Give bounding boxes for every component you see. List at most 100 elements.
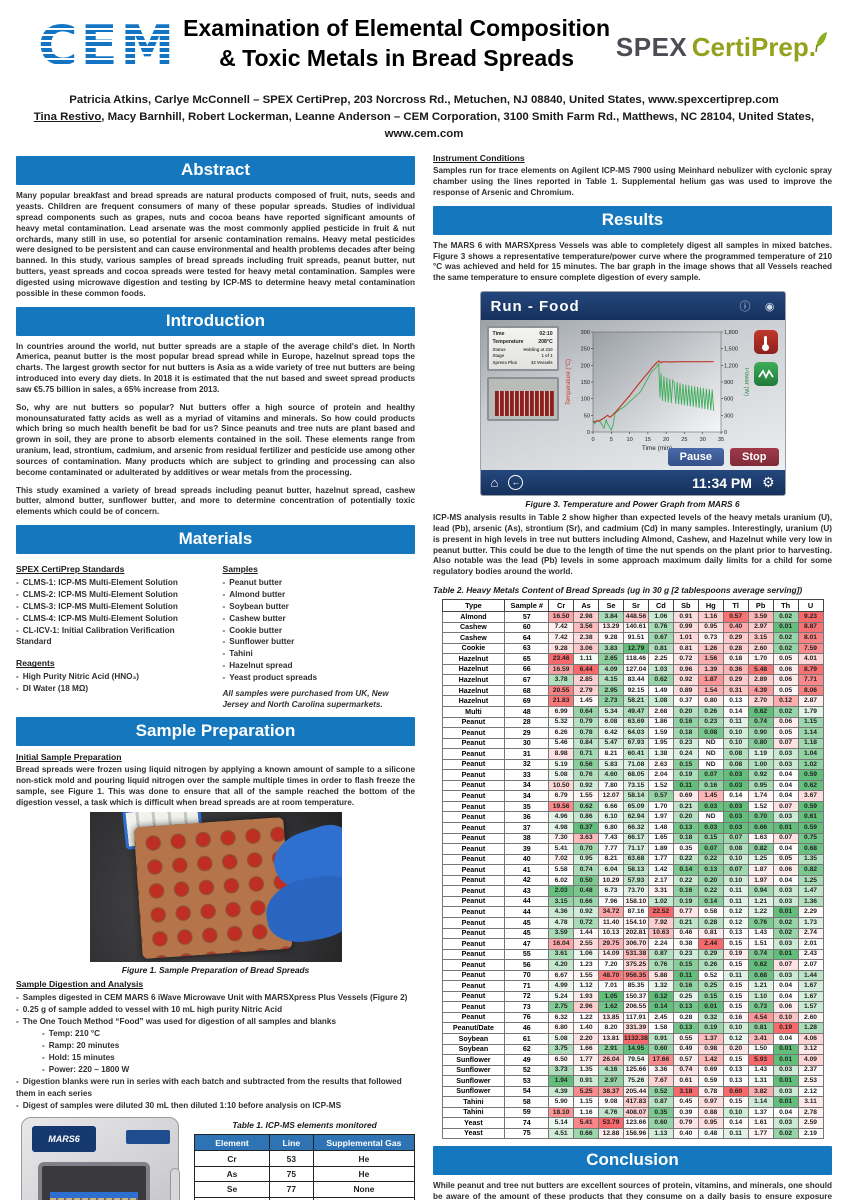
table2-value-cell: 4.99 xyxy=(548,980,575,992)
table2-value-cell: 0.04 xyxy=(772,769,799,781)
table2-row: Peanut 56 4.20 1.23 7.20 375.25 0.76 0.15 0.26 0.… xyxy=(441,959,824,971)
table2-value-cell: 4.36 xyxy=(548,906,575,918)
samples-item: Sunflower butter xyxy=(223,636,416,648)
table2-value-cell: 0.01 xyxy=(772,1075,799,1087)
table2-value-cell: 0.48 xyxy=(573,885,600,897)
wave-icon xyxy=(757,369,774,380)
table2-value-cell: 13.29 xyxy=(598,621,624,634)
table2-value-cell: 0.14 xyxy=(697,895,724,908)
table2-value-cell: 0.11 xyxy=(722,895,749,908)
materials-grid: SPEX CertiPrep Standards CLMS-1: ICP-MS … xyxy=(16,560,415,710)
table2-value-cell: 0.07 xyxy=(697,769,724,781)
authors-line-2-rest: , Macy Barnhill, Robert Lockerman, Leann… xyxy=(101,111,815,141)
table2-value-cell: 0.71 xyxy=(573,748,600,760)
table2-value-cell: 0.28 xyxy=(697,916,724,929)
table2-value-cell: 0.13 xyxy=(672,1022,699,1034)
table2-value-cell: 92.15 xyxy=(622,684,649,697)
table2-value-cell: 9.28 xyxy=(548,642,575,655)
table2-value-cell: 0.52 xyxy=(647,1085,674,1098)
table2-value-cell: 66.32 xyxy=(622,822,649,834)
table2-value-cell: 448.56 xyxy=(622,611,649,623)
table2-sample-cell: 67 xyxy=(504,674,550,686)
table2-value-cell: 0.97 xyxy=(697,1096,724,1108)
table2-row: Hazelnut 67 3.78 2.85 4.15 83.44 0.62 0.92 1.87 0… xyxy=(441,674,824,686)
thermometer-icon xyxy=(762,336,770,352)
table2-value-cell: 12.07 xyxy=(598,790,624,802)
table2-value-cell: 7.42 xyxy=(548,621,575,634)
table2-value-cell: 2.44 xyxy=(697,938,724,950)
table2-value-cell: 75.26 xyxy=(622,1075,649,1087)
table2-value-cell: 5.08 xyxy=(548,769,575,781)
svg-text:1,500: 1,500 xyxy=(724,347,738,353)
table2-value-cell: 0.11 xyxy=(722,716,749,729)
table2-value-cell: 2.43 xyxy=(797,948,824,961)
section-header-abstract: Abstract xyxy=(16,156,415,186)
figure1-photo xyxy=(89,812,342,963)
table2-value-cell: 0.84 xyxy=(573,737,600,750)
table2-sample-cell: 40 xyxy=(504,853,550,866)
table2-sample-cell: 31 xyxy=(504,748,550,760)
table2-value-cell: 0.29 xyxy=(722,674,749,686)
table2-value-cell: 2.68 xyxy=(647,706,674,718)
table2-value-cell: 0.22 xyxy=(672,874,699,887)
reagents-item: DI Water (18 MΩ) xyxy=(16,683,209,695)
table2-type-cell: Peanut xyxy=(441,885,506,897)
table1-cell: 77 xyxy=(268,1181,314,1198)
table2-value-cell: 5.46 xyxy=(548,737,575,750)
table2-value-cell: 0.79 xyxy=(573,716,600,729)
table2-value-cell: 68.05 xyxy=(622,769,649,781)
digestion-item: Samples digested in CEM MARS 6 iWave Mic… xyxy=(16,992,415,1004)
status-row: Temperature 208°C xyxy=(492,338,553,345)
table2-value-cell: 1.25 xyxy=(797,874,824,887)
table2-value-cell: 4.98 xyxy=(548,822,575,834)
table2-value-cell: 0.92 xyxy=(672,674,699,686)
table2-value-cell: 0.57 xyxy=(647,790,674,802)
table2-value-cell: 0.12 xyxy=(722,916,749,929)
digestion-sub-item: Hold: 15 minutes xyxy=(42,1052,415,1064)
table2-value-cell: 0.15 xyxy=(722,1096,749,1108)
table2-row: Almond 57 16.50 2.98 3.84 448.56 1.06 0.91 1.16 0… xyxy=(441,611,824,623)
run-food-title: Run - Food xyxy=(490,297,580,315)
table2-sample-cell: 34 xyxy=(504,779,550,792)
table2-value-cell: 0.05 xyxy=(772,727,799,739)
table2-value-cell: 1.73 xyxy=(797,916,824,929)
table2-sample-cell: 75 xyxy=(504,1127,550,1140)
table2-value-cell: 0.02 xyxy=(772,632,799,644)
section-header-sample-preparation: Sample Preparation xyxy=(16,717,415,747)
table2-value-cell: 58.14 xyxy=(622,790,649,802)
table2-value-cell: 1.13 xyxy=(647,1127,674,1140)
table2-value-cell: 1.97 xyxy=(747,874,774,887)
table2-type-cell: Peanut xyxy=(441,811,506,824)
table2-row: Tahini 58 5.90 1.15 9.08 417.83 0.87 0.45 0.97 0.… xyxy=(441,1096,824,1108)
table2-value-cell: 5.93 xyxy=(747,1054,774,1066)
svg-text:200: 200 xyxy=(580,363,589,369)
table2-value-cell: 60.41 xyxy=(622,748,649,760)
table2-value-cell: 1.74 xyxy=(747,790,774,802)
table2-value-cell: 1.37 xyxy=(697,1032,724,1045)
table2-value-cell: 0.62 xyxy=(573,800,600,813)
authors-line-2: Tina Restivo, Macy Barnhill, Robert Lock… xyxy=(16,109,832,143)
table2-value-cell: 3.82 xyxy=(747,1085,774,1098)
instrument-conditions-title: Instrument Conditions xyxy=(433,153,525,164)
table2-value-cell: 0.02 xyxy=(772,642,799,655)
table2-value-cell: 58.13 xyxy=(622,864,649,876)
table2-value-cell: 1.52 xyxy=(747,800,774,813)
table1-cell: None xyxy=(312,1181,416,1198)
svg-text:10: 10 xyxy=(626,437,632,443)
table2-value-cell: 2.19 xyxy=(797,1127,824,1140)
table2-value-cell: 0.05 xyxy=(772,853,799,866)
table2-value-cell: 0.16 xyxy=(672,716,699,729)
table2-value-cell: 1.67 xyxy=(797,990,824,1003)
table2-value-cell: 0.14 xyxy=(722,706,749,718)
table2-value-cell: 0.20 xyxy=(672,706,699,718)
table2-sample-cell: 45 xyxy=(504,916,550,929)
table2-type-cell: Peanut xyxy=(441,938,506,950)
table2-value-cell: 0.95 xyxy=(697,621,724,634)
table2-sample-cell: 35 xyxy=(504,800,550,813)
table1-cell: Cr xyxy=(194,1150,270,1167)
table2-type-cell: Peanut xyxy=(441,874,506,887)
table2-value-cell: 8.20 xyxy=(598,1022,624,1034)
table2-wrap: Type Sample # Cr As Se Sr Cd Sb Hg Tl Pb Th U Almond… xyxy=(441,599,824,1140)
table2-type-cell: Hazelnut xyxy=(441,674,506,686)
samples-item: Tahini xyxy=(223,648,416,660)
